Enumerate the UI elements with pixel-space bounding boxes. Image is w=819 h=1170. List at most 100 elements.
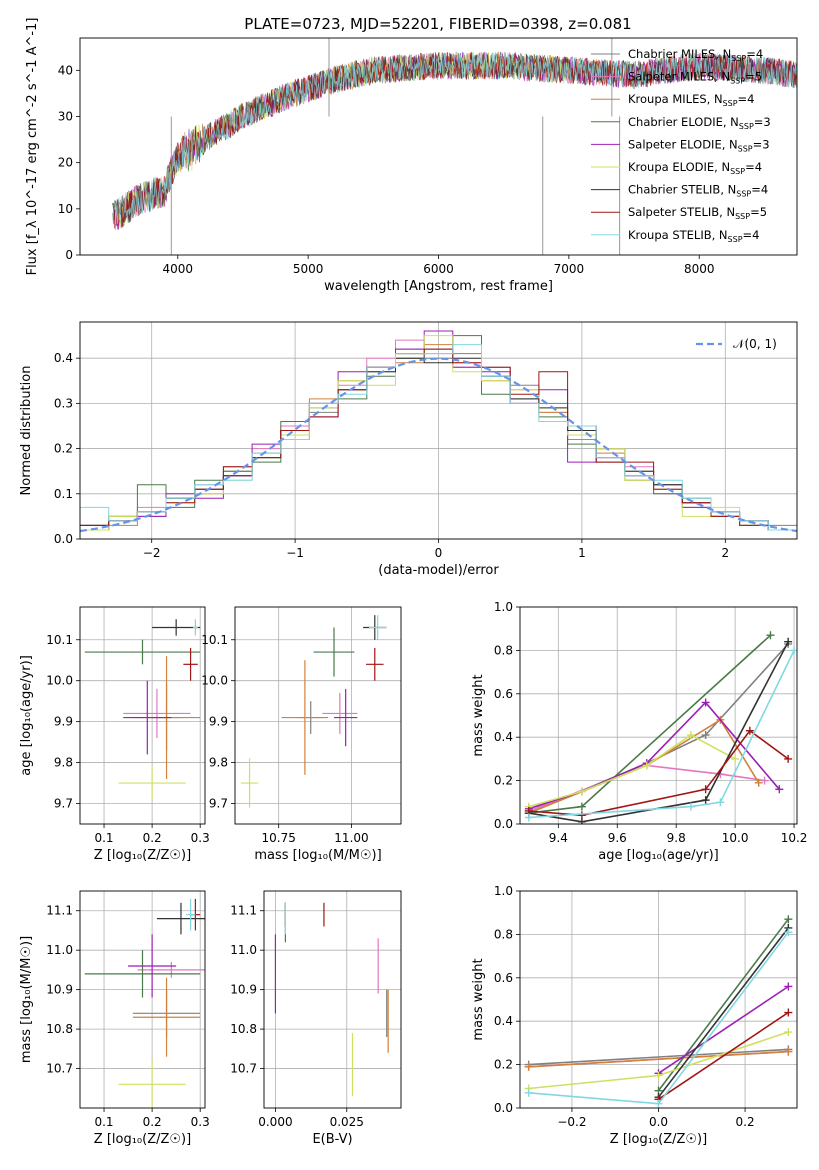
y-tick-label: 9.8 [54,756,73,770]
weight-marker-salpeter_stelib [784,754,793,763]
y-tick-label: 10.1 [46,633,73,647]
weight-marker-kroupa_elodie [686,731,695,740]
y-tick-label: 0.1 [54,487,73,501]
y-tick-label: 0.0 [494,1101,513,1115]
legend-label-kroupa_stelib: Kroupa STELIB, NSSP=4 [628,228,759,244]
y-axis-label: mass weight [471,674,486,756]
x-axis-label: Z [log₁₀(Z/Z☉)] [610,1132,707,1147]
y-tick-label: 10.8 [230,1022,257,1036]
y-tick-label: 0.2 [54,442,73,456]
x-tick-label: 0 [435,546,443,560]
axes-frame [263,890,402,1109]
weight-marker-kroupa_stelib [784,928,793,937]
y-axis-label: mass [log₁₀(M/M☉)] [19,936,34,1063]
y-tick-label: 0.4 [494,730,513,744]
y-tick-label: 10.7 [230,1062,257,1076]
x-tick-label: 9.8 [667,831,686,845]
x-tick-label: 0.2 [143,1115,162,1129]
y-tick-label: 0.0 [54,532,73,546]
x-tick-label: 0.1 [94,1115,113,1129]
weight-marker-chabrier_elodie [784,915,793,924]
y-tick-label: 20 [58,156,73,170]
histogram-kroupa_stelib [80,344,797,539]
y-tick-label: 10.9 [230,983,257,997]
x-axis-label: E(B-V) [312,1132,352,1147]
weight-line-kroupa_miles [528,1050,789,1068]
plot-area [80,330,797,539]
y-tick-label: 11.0 [46,943,73,957]
axes-frame [79,606,206,825]
weight-marker-salpeter_stelib [701,785,710,794]
weight-line-chabrier_elodie [528,634,772,814]
y-tick-label: 9.7 [209,797,228,811]
y-tick-label: 0.8 [494,927,513,941]
plot-area [112,38,797,255]
x-tick-label: 9.6 [608,831,627,845]
y-axis-label: Flux [f_λ 10^-17 erg cm^-2 s^-1 A^-1] [25,18,40,276]
plot-area [524,631,797,824]
legend-label-salpeter_stelib: Salpeter STELIB, NSSP=5 [628,205,767,221]
x-tick-label: 11.00 [334,831,368,845]
plot-area [84,898,205,1108]
x-axis-label: Z [log₁₀(Z/Z☉)] [94,1132,191,1147]
weight-marker-salpeter_miles [760,776,769,785]
y-tick-label: 0.8 [494,643,513,657]
panel-residual-histogram: −2 −1 0 1 2 0.0 0.1 0.2 0.3 0.4 (data-model)/error… [19,321,798,578]
x-axis-label: Z [log₁₀(Z/Z☉)] [94,848,191,863]
weight-marker-kroupa_stelib [524,813,533,822]
weight-line-salpeter_elodie [658,985,789,1074]
weight-marker-kroupa_miles [524,1062,533,1071]
y-tick-label: 9.9 [54,715,73,729]
histogram-salpeter_stelib [80,348,797,539]
x-axis-label: wavelength [Angstrom, rest frame] [324,279,553,294]
weight-line-chabrier_stelib [528,641,789,823]
weight-line-chabrier_elodie [657,918,789,1092]
y-tick-label: 10.7 [46,1062,73,1076]
spectrum-line-kroupa_stelib [114,51,797,231]
weight-marker-kroupa_miles [784,1047,793,1056]
x-tick-label: 2 [721,546,729,560]
x-tick-label: 0.3 [191,1115,210,1129]
y-tick-label: 10.0 [201,674,228,688]
x-tick-label: 9.4 [549,831,568,845]
y-tick-label: 0.2 [494,1058,513,1072]
plot-area [84,619,201,800]
y-tick-label: 0.6 [494,971,513,985]
x-tick-label: 0.0 [649,1115,668,1129]
y-tick-label: 11.1 [46,904,73,918]
normal-curve [80,357,797,533]
y-tick-label: 10.1 [201,633,228,647]
weight-marker-kroupa_elodie [577,787,586,796]
legend-label-salpeter_elodie: Salpeter ELODIE, NSSP=3 [628,137,770,153]
y-axis-label: Normed distribution [19,366,34,496]
y-tick-label: 9.7 [54,797,73,811]
x-axis-label: age [log₁₀(age/yr)] [598,848,719,863]
y-tick-label: 10.0 [46,674,73,688]
axes-frame [519,606,798,825]
y-tick-label: 1.0 [494,884,513,898]
y-tick-label: 0 [65,248,73,262]
plot-area [524,915,793,1108]
y-tick-label: 30 [58,109,73,123]
y-axis-label: age [log₁₀(age/yr)] [19,655,34,776]
weight-line-chabrier_miles [528,1048,789,1066]
y-tick-label: 0.4 [54,351,73,365]
weight-marker-salpeter_elodie [701,698,710,707]
y-tick-label: 9.8 [209,756,228,770]
panel-mass-weight-vs-age: 9.4 9.6 9.8 10.0 10.2 0.0 0.2 0.4 0.6 0.8 1.0 age [… [471,600,807,863]
x-tick-label: 0.1 [94,831,113,845]
weight-marker-chabrier_miles [701,731,710,740]
y-tick-label: 10.9 [46,983,73,997]
x-tick-label: 5000 [293,262,324,276]
legend-label-chabrier_miles: Chabrier MILES, NSSP=4 [628,47,763,63]
y-tick-label: 11.0 [230,943,257,957]
x-tick-label: 8000 [684,262,715,276]
weight-marker-kroupa_elodie [731,754,740,763]
x-tick-label: −0.2 [557,1115,586,1129]
legend-label-kroupa_elodie: Kroupa ELODIE, NSSP=4 [628,160,762,176]
weight-marker-kroupa_elodie [654,1071,663,1080]
weight-marker-kroupa_stelib [524,1088,533,1097]
x-tick-label: 4000 [162,262,193,276]
weight-marker-chabrier_stelib [784,637,793,646]
